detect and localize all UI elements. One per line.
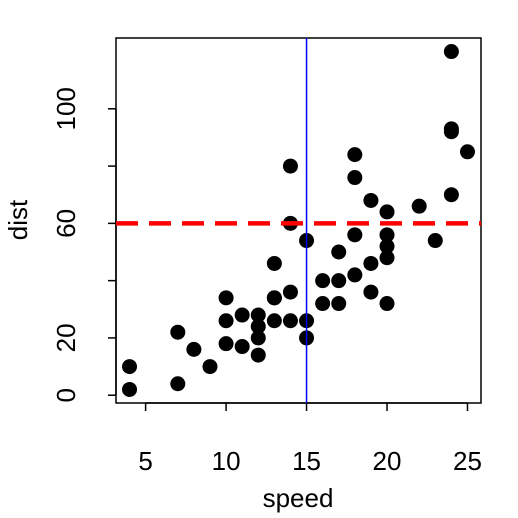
point: [170, 324, 186, 340]
y-tick-label: 100: [51, 87, 81, 130]
point: [234, 307, 250, 323]
point: [282, 313, 298, 329]
point: [250, 330, 266, 346]
point: [282, 284, 298, 300]
point: [122, 381, 138, 397]
plot-box: [115, 37, 482, 404]
point: [250, 347, 266, 363]
x-axis-label: speed: [263, 483, 334, 513]
x-tick-label: 15: [292, 446, 321, 476]
point: [363, 192, 379, 208]
point: [379, 227, 395, 243]
point: [443, 121, 459, 137]
y-axis-label: dist: [3, 199, 33, 240]
point: [170, 376, 186, 392]
point: [331, 244, 347, 260]
point: [363, 255, 379, 271]
x-tick-label: 5: [138, 446, 152, 476]
y-tick-label: 20: [51, 323, 81, 352]
point: [250, 307, 266, 323]
point: [315, 273, 331, 289]
point: [347, 227, 363, 243]
point: [186, 341, 202, 357]
point: [234, 339, 250, 355]
point: [347, 170, 363, 186]
point: [122, 359, 138, 375]
point: [218, 313, 234, 329]
point: [411, 198, 427, 214]
point: [347, 267, 363, 283]
y-tick-label: 0: [51, 388, 81, 402]
point: [427, 233, 443, 249]
point: [266, 290, 282, 306]
y-tick-label: 60: [51, 209, 81, 238]
x-tick-label: 20: [373, 446, 402, 476]
point: [443, 187, 459, 203]
point: [443, 44, 459, 60]
point: [315, 296, 331, 312]
x-tick-label: 25: [453, 446, 482, 476]
point: [347, 147, 363, 163]
point: [266, 255, 282, 271]
point: [266, 313, 282, 329]
point: [379, 250, 395, 266]
point: [331, 273, 347, 289]
point: [331, 296, 347, 312]
point: [363, 284, 379, 300]
point: [250, 318, 266, 334]
point: [218, 336, 234, 352]
point: [379, 296, 395, 312]
x-tick-label: 10: [212, 446, 241, 476]
point: [202, 359, 218, 375]
point: [379, 238, 395, 254]
point: [218, 290, 234, 306]
point: [282, 158, 298, 174]
point: [379, 204, 395, 220]
point: [459, 144, 475, 160]
